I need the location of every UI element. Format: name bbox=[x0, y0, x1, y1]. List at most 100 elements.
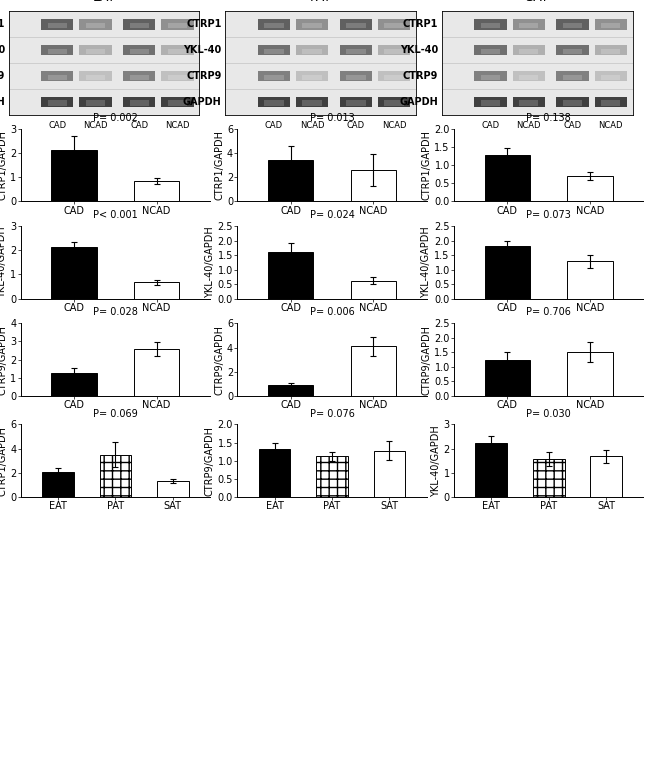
Bar bbox=[563, 100, 582, 106]
Bar bbox=[296, 19, 328, 30]
Bar bbox=[474, 71, 507, 81]
Bar bbox=[340, 45, 372, 55]
Text: CTRP1: CTRP1 bbox=[403, 19, 438, 29]
Bar bbox=[51, 247, 97, 299]
Y-axis label: CTRP9/GAPDH: CTRP9/GAPDH bbox=[205, 426, 215, 496]
Y-axis label: YKL-40/GAPDH: YKL-40/GAPDH bbox=[431, 425, 441, 496]
Bar bbox=[601, 23, 621, 28]
Bar bbox=[161, 97, 194, 107]
Bar bbox=[302, 49, 322, 54]
Text: NCAD: NCAD bbox=[165, 121, 190, 130]
Bar bbox=[302, 100, 322, 106]
Bar bbox=[485, 246, 530, 299]
Bar bbox=[350, 346, 396, 396]
Bar bbox=[168, 74, 187, 80]
Text: P= 0.706: P= 0.706 bbox=[526, 307, 571, 317]
Bar bbox=[268, 251, 313, 299]
Bar bbox=[79, 97, 112, 107]
Bar bbox=[346, 74, 366, 80]
Text: GAPDH: GAPDH bbox=[400, 97, 438, 107]
Bar bbox=[259, 449, 291, 497]
Bar bbox=[157, 481, 188, 497]
Text: NCAD: NCAD bbox=[83, 121, 108, 130]
Bar bbox=[378, 71, 410, 81]
Bar bbox=[41, 45, 73, 55]
Bar bbox=[79, 19, 112, 30]
Bar bbox=[595, 97, 627, 107]
Bar bbox=[595, 71, 627, 81]
Text: CAD: CAD bbox=[265, 121, 283, 130]
Y-axis label: YKL-40/GAPDH: YKL-40/GAPDH bbox=[0, 227, 7, 298]
Bar bbox=[481, 23, 500, 28]
Bar bbox=[134, 283, 179, 299]
Bar bbox=[168, 100, 187, 106]
Text: P= 0.069: P= 0.069 bbox=[93, 408, 138, 418]
Bar bbox=[590, 457, 622, 497]
Bar bbox=[567, 261, 612, 299]
Bar bbox=[595, 19, 627, 30]
Bar bbox=[161, 71, 194, 81]
Bar bbox=[47, 100, 67, 106]
Bar bbox=[47, 49, 67, 54]
Bar bbox=[567, 176, 612, 201]
Text: CTRP1: CTRP1 bbox=[186, 19, 222, 29]
Bar bbox=[340, 97, 372, 107]
Bar bbox=[513, 19, 545, 30]
Bar bbox=[340, 71, 372, 81]
Bar bbox=[79, 45, 112, 55]
Bar bbox=[378, 19, 410, 30]
Bar bbox=[99, 455, 131, 497]
Text: NCAD: NCAD bbox=[300, 121, 324, 130]
Bar bbox=[563, 23, 582, 28]
Text: CAD: CAD bbox=[482, 121, 500, 130]
Text: P= 0.076: P= 0.076 bbox=[309, 408, 354, 418]
Y-axis label: CTRP9/GAPDH: CTRP9/GAPDH bbox=[0, 325, 7, 394]
Bar bbox=[123, 71, 155, 81]
Bar bbox=[47, 23, 67, 28]
Bar bbox=[485, 155, 530, 201]
Bar bbox=[123, 45, 155, 55]
Y-axis label: YKL-40/GAPDH: YKL-40/GAPDH bbox=[421, 227, 432, 298]
Bar bbox=[378, 45, 410, 55]
Y-axis label: CTRP1/GAPDH: CTRP1/GAPDH bbox=[0, 426, 7, 496]
Y-axis label: YKL-40/GAPDH: YKL-40/GAPDH bbox=[205, 227, 214, 298]
Y-axis label: CTRP9/GAPDH: CTRP9/GAPDH bbox=[421, 325, 432, 394]
Text: P= 0.013: P= 0.013 bbox=[309, 113, 354, 123]
Bar bbox=[474, 97, 507, 107]
Bar bbox=[265, 74, 283, 80]
Y-axis label: CTRP1/GAPDH: CTRP1/GAPDH bbox=[422, 130, 432, 200]
Bar bbox=[268, 385, 313, 396]
Bar bbox=[556, 19, 589, 30]
Bar bbox=[563, 74, 582, 80]
Text: PAT: PAT bbox=[309, 0, 332, 5]
Bar bbox=[79, 71, 112, 81]
Bar bbox=[519, 23, 538, 28]
Bar bbox=[161, 45, 194, 55]
Bar bbox=[302, 74, 322, 80]
Bar bbox=[519, 100, 538, 106]
Y-axis label: CTRP9/GAPDH: CTRP9/GAPDH bbox=[214, 325, 224, 394]
Bar bbox=[556, 97, 589, 107]
Bar bbox=[296, 45, 328, 55]
Bar bbox=[346, 100, 366, 106]
Text: P= 0.138: P= 0.138 bbox=[526, 113, 571, 123]
Bar bbox=[258, 71, 290, 81]
Bar bbox=[346, 23, 366, 28]
Bar bbox=[161, 19, 194, 30]
Text: P= 0.006: P= 0.006 bbox=[309, 307, 354, 317]
Bar bbox=[258, 19, 290, 30]
Bar bbox=[129, 74, 149, 80]
Bar bbox=[384, 100, 404, 106]
Bar bbox=[481, 100, 500, 106]
Bar bbox=[47, 74, 67, 80]
Bar bbox=[556, 45, 589, 55]
Bar bbox=[129, 23, 149, 28]
Bar bbox=[317, 457, 348, 497]
Y-axis label: CTRP1/GAPDH: CTRP1/GAPDH bbox=[0, 130, 7, 200]
Text: P< 0.001: P< 0.001 bbox=[93, 210, 138, 220]
Bar bbox=[481, 74, 500, 80]
Bar bbox=[134, 181, 179, 201]
Text: NCAD: NCAD bbox=[382, 121, 406, 130]
Bar bbox=[296, 97, 328, 107]
Bar bbox=[601, 49, 621, 54]
